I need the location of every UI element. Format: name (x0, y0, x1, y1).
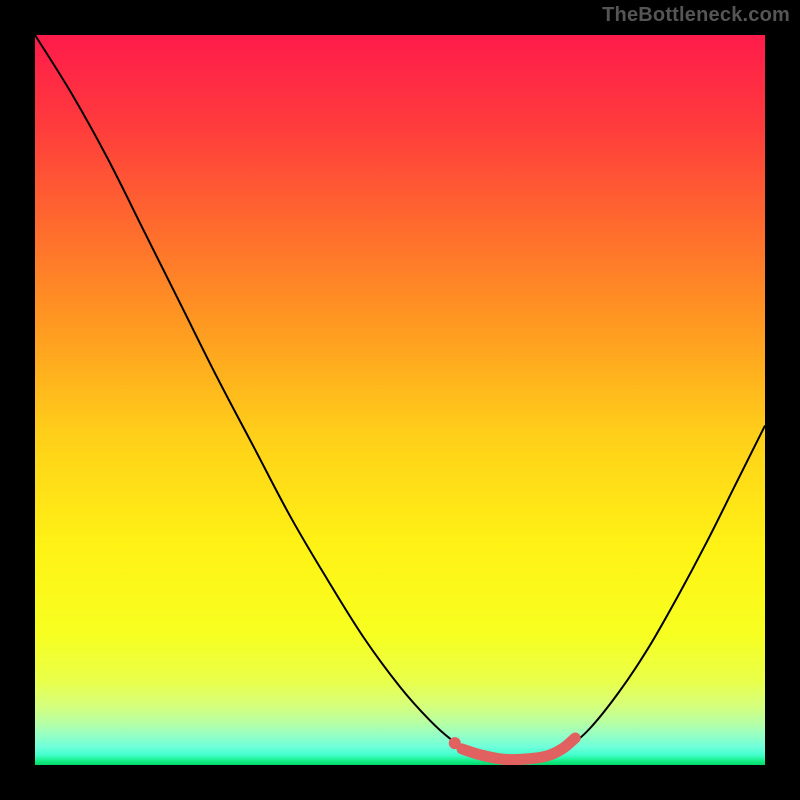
chart-svg (35, 35, 765, 765)
gradient-background (35, 35, 765, 765)
watermark-text: TheBottleneck.com (602, 4, 790, 27)
chart-frame: TheBottleneck.com (0, 0, 800, 800)
plot-area (35, 35, 765, 765)
highlight-start-dot (449, 737, 461, 749)
